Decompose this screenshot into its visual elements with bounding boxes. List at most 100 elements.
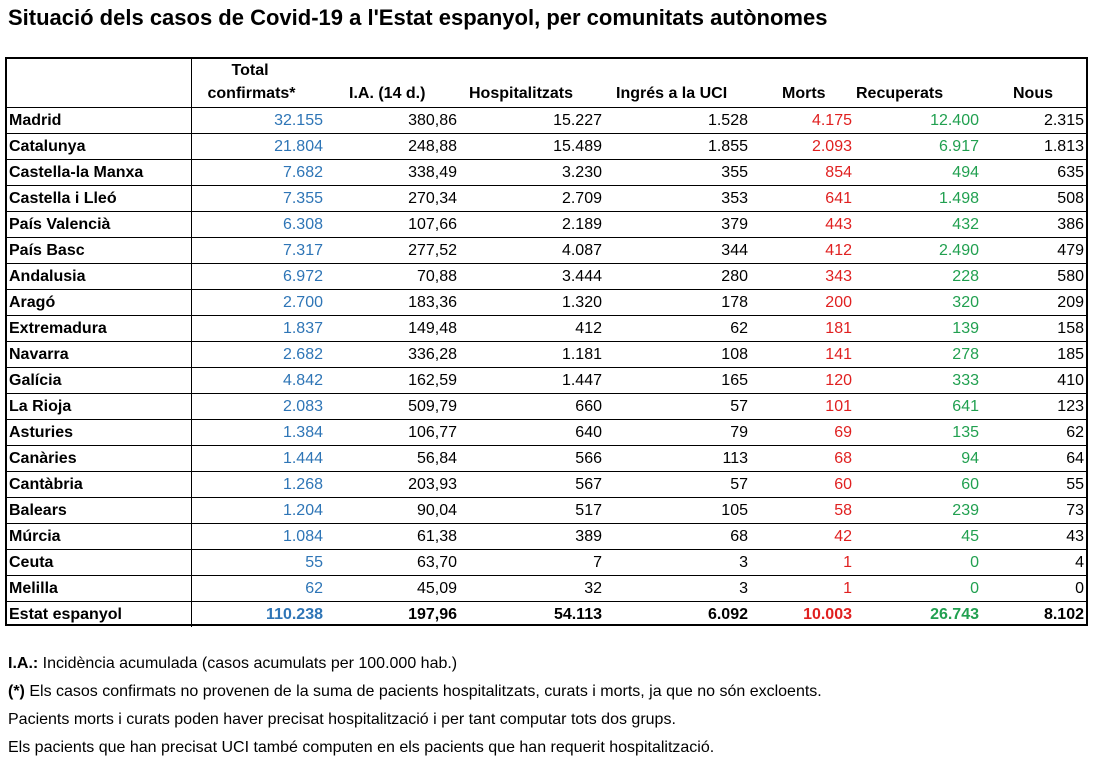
cell-recup: 60 xyxy=(856,471,983,498)
cell-morts: 443 xyxy=(752,211,856,238)
header-uci: Ingrés a la UCI xyxy=(616,85,728,102)
cell-nous: 1.813 xyxy=(983,133,1088,160)
cell-uci: 105 xyxy=(606,497,752,524)
cell-recup: 26.743 xyxy=(856,601,983,627)
header-region xyxy=(5,57,192,108)
cell-nous: 0 xyxy=(983,575,1088,602)
cell-uci: 379 xyxy=(606,211,752,238)
cell-hosp: 412 xyxy=(461,315,606,342)
note-line4: Els pacients que han precisat UCI també … xyxy=(8,739,715,756)
cell-nous: 185 xyxy=(983,341,1088,368)
cell-uci: 79 xyxy=(606,419,752,446)
total-row: Estat espanyol 110.238 197,96 54.113 6.092 10… xyxy=(5,601,1088,627)
note-star-text: Els casos confirmats no provenen de la s… xyxy=(24,683,822,700)
cell-nous: 410 xyxy=(983,367,1088,394)
cell-morts: 10.003 xyxy=(752,601,856,627)
cell-morts: 58 xyxy=(752,497,856,524)
cell-uci: 6.092 xyxy=(606,601,752,627)
table-row: Andalusia 6.972 70,88 3.444 280 343 228 580 xyxy=(5,263,1088,290)
cell-nous: 55 xyxy=(983,471,1088,498)
cell-region: Melilla xyxy=(5,575,192,602)
cell-hosp: 54.113 xyxy=(461,601,606,627)
table-row: País Valencià 6.308 107,66 2.189 379 443 432 38… xyxy=(5,211,1088,238)
cell-ia: 56,84 xyxy=(327,445,461,472)
cell-ia: 107,66 xyxy=(327,211,461,238)
cell-uci: 57 xyxy=(606,393,752,420)
cell-uci: 3 xyxy=(606,549,752,576)
cell-region: Madrid xyxy=(5,107,192,134)
cell-ia: 149,48 xyxy=(327,315,461,342)
cell-hosp: 3.230 xyxy=(461,159,606,186)
cell-recup: 94 xyxy=(856,445,983,472)
cell-recup: 333 xyxy=(856,367,983,394)
cell-hosp: 517 xyxy=(461,497,606,524)
cell-nous: 4 xyxy=(983,549,1088,576)
cell-hosp: 4.087 xyxy=(461,237,606,264)
cell-region: La Rioja xyxy=(5,393,192,420)
cell-morts: 854 xyxy=(752,159,856,186)
cell-nous: 580 xyxy=(983,263,1088,290)
cell-uci: 280 xyxy=(606,263,752,290)
cell-total: 7.682 xyxy=(191,159,327,186)
cell-total: 32.155 xyxy=(191,107,327,134)
cell-recup: 0 xyxy=(856,549,983,576)
note-ia-text: Incidència acumulada (casos acumulats pe… xyxy=(38,655,458,672)
table-row: Navarra 2.682 336,28 1.181 108 141 278 185 xyxy=(5,341,1088,368)
cell-region: Estat espanyol xyxy=(5,601,192,627)
note-ia: I.A.: Incidència acumulada (casos acumul… xyxy=(8,650,822,678)
cell-morts: 4.175 xyxy=(752,107,856,134)
cell-recup: 139 xyxy=(856,315,983,342)
table-row: Galícia 4.842 162,59 1.447 165 120 333 410 xyxy=(5,367,1088,394)
table-row: Canàries 1.444 56,84 566 113 68 94 64 xyxy=(5,445,1088,472)
cell-morts: 68 xyxy=(752,445,856,472)
header-hosp: Hospitalitzats xyxy=(469,85,574,102)
cell-ia: 45,09 xyxy=(327,575,461,602)
cell-recup: 6.917 xyxy=(856,133,983,160)
table-row: Melilla 62 45,09 32 3 1 0 0 xyxy=(5,575,1088,602)
cell-hosp: 32 xyxy=(461,575,606,602)
cell-recup: 1.498 xyxy=(856,185,983,212)
cell-morts: 412 xyxy=(752,237,856,264)
cell-morts: 141 xyxy=(752,341,856,368)
table-row: Extremadura 1.837 149,48 412 62 181 139 158 xyxy=(5,315,1088,342)
cell-ia: 162,59 xyxy=(327,367,461,394)
cell-uci: 113 xyxy=(606,445,752,472)
cell-morts: 2.093 xyxy=(752,133,856,160)
cell-nous: 2.315 xyxy=(983,107,1088,134)
cell-ia: 203,93 xyxy=(327,471,461,498)
cell-ia: 338,49 xyxy=(327,159,461,186)
cell-total: 1.084 xyxy=(191,523,327,550)
cell-recup: 135 xyxy=(856,419,983,446)
table-row: Asturies 1.384 106,77 640 79 69 135 62 xyxy=(5,419,1088,446)
cell-region: País Valencià xyxy=(5,211,192,238)
cell-total: 55 xyxy=(191,549,327,576)
cell-hosp: 15.489 xyxy=(461,133,606,160)
cell-region: Castella i Lleó xyxy=(5,185,192,212)
cell-hosp: 660 xyxy=(461,393,606,420)
cell-nous: 8.102 xyxy=(983,601,1088,627)
cell-total: 2.700 xyxy=(191,289,327,316)
cell-recup: 12.400 xyxy=(856,107,983,134)
cell-morts: 69 xyxy=(752,419,856,446)
cell-region: Múrcia xyxy=(5,523,192,550)
cell-morts: 1 xyxy=(752,575,856,602)
cell-region: Navarra xyxy=(5,341,192,368)
cell-hosp: 15.227 xyxy=(461,107,606,134)
table-row: Aragó 2.700 183,36 1.320 178 200 320 209 xyxy=(5,289,1088,316)
cell-recup: 2.490 xyxy=(856,237,983,264)
cell-hosp: 567 xyxy=(461,471,606,498)
table-row: Castella-la Manxa 7.682 338,49 3.230 355 854 4… xyxy=(5,159,1088,186)
cell-morts: 120 xyxy=(752,367,856,394)
cell-nous: 43 xyxy=(983,523,1088,550)
cell-uci: 178 xyxy=(606,289,752,316)
cell-ia: 90,04 xyxy=(327,497,461,524)
page-title: Situació dels casos de Covid-19 a l'Esta… xyxy=(8,5,828,30)
cell-ia: 248,88 xyxy=(327,133,461,160)
cell-recup: 278 xyxy=(856,341,983,368)
cell-hosp: 7 xyxy=(461,549,606,576)
cell-nous: 386 xyxy=(983,211,1088,238)
cell-uci: 353 xyxy=(606,185,752,212)
cell-region: Andalusia xyxy=(5,263,192,290)
cell-total: 7.317 xyxy=(191,237,327,264)
table-row: Cantàbria 1.268 203,93 567 57 60 60 55 xyxy=(5,471,1088,498)
